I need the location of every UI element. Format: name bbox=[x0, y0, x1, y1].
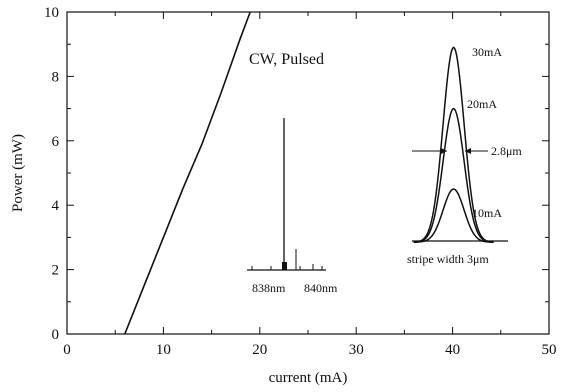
x-tick-label: 50 bbox=[542, 342, 557, 358]
x-tick-label: 10 bbox=[156, 342, 171, 358]
profile-label-20ma: 20mA bbox=[467, 97, 497, 111]
profile-label-10ma: 10mA bbox=[472, 206, 502, 220]
fwhm-marker: 2.8μm bbox=[412, 144, 522, 158]
x-tick-label: 20 bbox=[252, 342, 267, 358]
power-current-curve bbox=[124, 11, 251, 335]
y-tick-label: 2 bbox=[52, 263, 60, 279]
fwhm-label: 2.8μm bbox=[491, 144, 522, 158]
spectrum-left-label: 838nm bbox=[252, 281, 286, 295]
x-axis-label: current (mA) bbox=[269, 370, 348, 386]
spectrum-inset: 838nm 840nm bbox=[247, 118, 338, 295]
y-axis-label: Power (mW) bbox=[10, 134, 26, 212]
x-tick-labels: 0 10 20 30 40 50 bbox=[63, 342, 556, 358]
y-tick-labels: 0 2 4 6 8 10 bbox=[44, 5, 60, 343]
axis-ticks bbox=[66, 11, 550, 335]
stripe-profile-curve bbox=[413, 107, 494, 243]
profile-label-30ma: 30mA bbox=[472, 45, 502, 59]
y-tick-label: 6 bbox=[52, 134, 60, 150]
stripe-profile-curve bbox=[413, 188, 494, 243]
y-tick-label: 0 bbox=[52, 327, 60, 343]
stripe-profile-inset bbox=[413, 46, 494, 243]
spectrum-peak-base bbox=[282, 262, 287, 270]
fwhm-arrowhead-left bbox=[441, 148, 447, 154]
stripe-profile-curve bbox=[413, 46, 494, 243]
x-tick-label: 0 bbox=[63, 342, 71, 358]
mode-label: CW, Pulsed bbox=[249, 51, 324, 68]
y-tick-label: 8 bbox=[52, 69, 60, 85]
spectrum-right-label: 840nm bbox=[304, 281, 338, 295]
fwhm-arrowhead-right bbox=[465, 148, 471, 154]
stripe-width-label: stripe width 3μm bbox=[407, 252, 489, 266]
x-tick-label: 40 bbox=[445, 342, 460, 358]
y-tick-label: 4 bbox=[52, 198, 60, 214]
x-tick-label: 30 bbox=[349, 342, 364, 358]
y-tick-label: 10 bbox=[44, 5, 59, 21]
